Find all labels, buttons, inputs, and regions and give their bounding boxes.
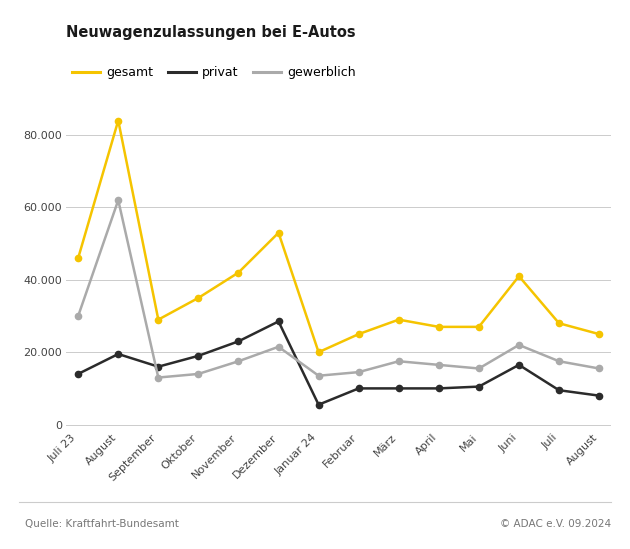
Text: Quelle: Kraftfahrt-Bundesamt: Quelle: Kraftfahrt-Bundesamt [25,519,179,529]
Text: Neuwagenzulassungen bei E-Autos: Neuwagenzulassungen bei E-Autos [66,25,356,40]
Text: © ADAC e.V. 09.2024: © ADAC e.V. 09.2024 [500,519,611,529]
Legend: gesamt, privat, gewerblich: gesamt, privat, gewerblich [72,66,356,80]
